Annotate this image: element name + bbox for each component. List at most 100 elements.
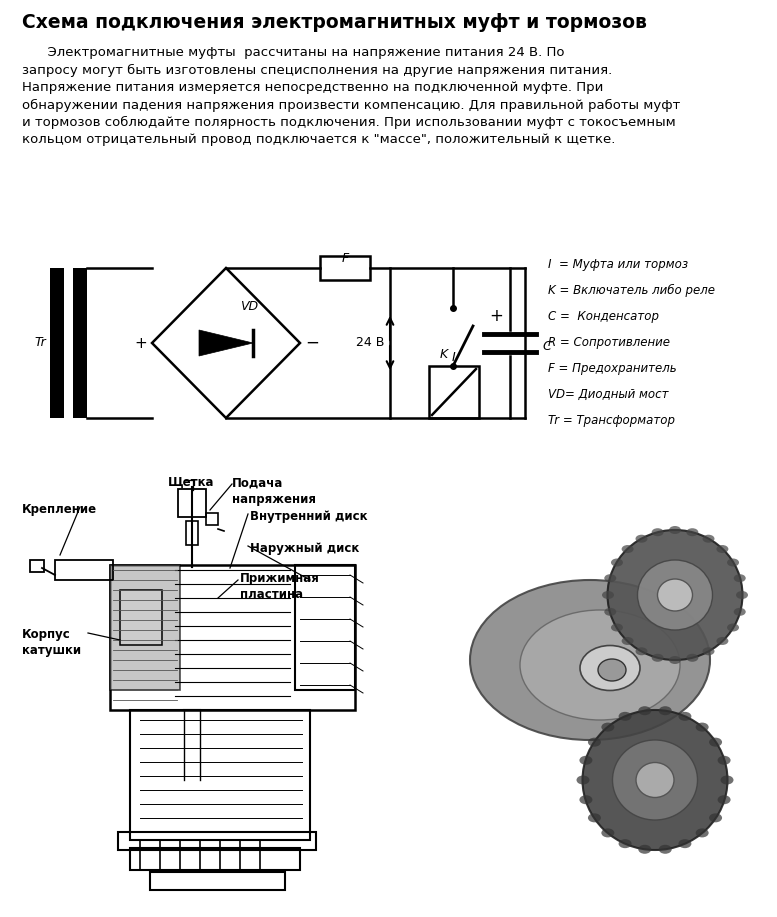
- Ellipse shape: [608, 530, 743, 660]
- Ellipse shape: [580, 795, 592, 804]
- Text: запросу могут быть изготовлены специсполнения на другие напряжения питания.: запросу могут быть изготовлены специспол…: [22, 63, 612, 77]
- Ellipse shape: [652, 528, 664, 536]
- Ellipse shape: [636, 535, 647, 543]
- Bar: [50, 268, 64, 418]
- Bar: [186, 521, 198, 545]
- Text: VD: VD: [240, 300, 258, 313]
- Ellipse shape: [718, 756, 730, 765]
- Bar: [118, 832, 316, 850]
- Ellipse shape: [602, 591, 614, 599]
- Bar: [30, 560, 44, 572]
- Text: C =  Конденсатор: C = Конденсатор: [548, 310, 659, 323]
- Ellipse shape: [733, 574, 746, 582]
- Ellipse shape: [669, 656, 681, 664]
- Text: Внутренний диск: Внутренний диск: [250, 510, 368, 523]
- Ellipse shape: [601, 828, 615, 837]
- Text: VD= Диодный мост: VD= Диодный мост: [548, 388, 668, 401]
- Ellipse shape: [727, 558, 739, 567]
- Ellipse shape: [718, 795, 730, 804]
- Text: Прижимная
пластина: Прижимная пластина: [240, 572, 320, 601]
- Ellipse shape: [659, 706, 672, 715]
- Text: I: I: [452, 351, 456, 364]
- Ellipse shape: [702, 647, 715, 656]
- Text: кольцом отрицательный провод подключается к "массе", положительный к щетке.: кольцом отрицательный провод подключаетс…: [22, 134, 615, 147]
- Bar: [130, 848, 300, 870]
- Text: Крепление: Крепление: [22, 503, 97, 516]
- Ellipse shape: [577, 776, 590, 785]
- Text: Электромагнитные муфты  рассчитаны на напряжение питания 24 В. По: Электромагнитные муфты рассчитаны на нап…: [22, 46, 565, 59]
- Bar: [150, 872, 285, 890]
- Ellipse shape: [638, 845, 651, 854]
- Ellipse shape: [657, 579, 692, 611]
- Ellipse shape: [669, 526, 681, 534]
- Text: Подача
напряжения: Подача напряжения: [232, 477, 316, 506]
- Ellipse shape: [588, 737, 601, 746]
- Polygon shape: [199, 330, 253, 356]
- Text: Щетка: Щетка: [168, 476, 214, 489]
- Text: +: +: [134, 336, 147, 350]
- Ellipse shape: [720, 776, 733, 785]
- Text: Напряжение питания измеряется непосредственно на подключенной муфте. При: Напряжение питания измеряется непосредст…: [22, 81, 604, 94]
- Ellipse shape: [601, 723, 615, 732]
- Ellipse shape: [580, 646, 640, 691]
- Ellipse shape: [659, 845, 672, 854]
- Ellipse shape: [716, 545, 728, 553]
- Ellipse shape: [583, 710, 727, 850]
- Bar: [429, 366, 479, 418]
- Ellipse shape: [638, 706, 651, 715]
- Bar: [178, 489, 206, 517]
- Ellipse shape: [736, 591, 748, 599]
- Bar: [130, 710, 310, 840]
- Bar: [110, 565, 355, 710]
- Text: Tr = Трансформатор: Tr = Трансформатор: [548, 414, 675, 427]
- Ellipse shape: [612, 740, 698, 820]
- Ellipse shape: [695, 828, 709, 837]
- Text: и тормозов соблюдайте полярность подключения. При использовании муфт с токосъемн: и тормозов соблюдайте полярность подключ…: [22, 116, 676, 129]
- Ellipse shape: [588, 813, 601, 823]
- Ellipse shape: [605, 574, 616, 582]
- Text: Наружный диск: Наружный диск: [250, 542, 359, 555]
- Ellipse shape: [622, 545, 633, 553]
- Ellipse shape: [605, 608, 616, 616]
- Ellipse shape: [598, 659, 626, 681]
- Ellipse shape: [622, 637, 633, 645]
- Ellipse shape: [611, 558, 623, 567]
- Ellipse shape: [580, 756, 592, 765]
- Ellipse shape: [636, 763, 674, 798]
- Text: −: −: [305, 334, 319, 352]
- Ellipse shape: [618, 839, 632, 848]
- Ellipse shape: [686, 654, 699, 662]
- Ellipse shape: [618, 712, 632, 721]
- Text: Схема подключения электромагнитных муфт и тормозов: Схема подключения электромагнитных муфт …: [22, 13, 647, 32]
- Text: Корпус
катушки: Корпус катушки: [22, 628, 81, 657]
- Text: Tr: Tr: [34, 337, 46, 349]
- Ellipse shape: [716, 637, 728, 645]
- Ellipse shape: [520, 610, 680, 720]
- Text: K = Включатель либо реле: K = Включатель либо реле: [548, 284, 715, 297]
- Ellipse shape: [686, 528, 699, 536]
- Bar: [55, 560, 113, 580]
- Bar: [320, 256, 370, 280]
- Text: обнаружении падения напряжения произвести компенсацию. Для правильной работы муф: обнаружении падения напряжения произвест…: [22, 98, 680, 112]
- Ellipse shape: [611, 624, 623, 632]
- Ellipse shape: [695, 723, 709, 732]
- Ellipse shape: [678, 839, 692, 848]
- Ellipse shape: [652, 654, 664, 662]
- Bar: [295, 565, 355, 690]
- Ellipse shape: [709, 813, 722, 823]
- Bar: [73, 268, 87, 418]
- Text: I  = Муфта или тормоз: I = Муфта или тормоз: [548, 258, 688, 271]
- Ellipse shape: [470, 580, 710, 740]
- Text: 24 В: 24 В: [356, 337, 384, 349]
- Text: R = Сопротивление: R = Сопротивление: [548, 336, 670, 349]
- Ellipse shape: [678, 712, 692, 721]
- Bar: [110, 565, 180, 690]
- Ellipse shape: [636, 647, 647, 656]
- Text: C: C: [542, 340, 551, 353]
- Bar: [206, 513, 218, 525]
- Text: K: K: [440, 348, 448, 361]
- Ellipse shape: [709, 737, 722, 746]
- Bar: [120, 590, 162, 645]
- Text: F = Предохранитель: F = Предохранитель: [548, 362, 677, 375]
- Ellipse shape: [702, 535, 715, 543]
